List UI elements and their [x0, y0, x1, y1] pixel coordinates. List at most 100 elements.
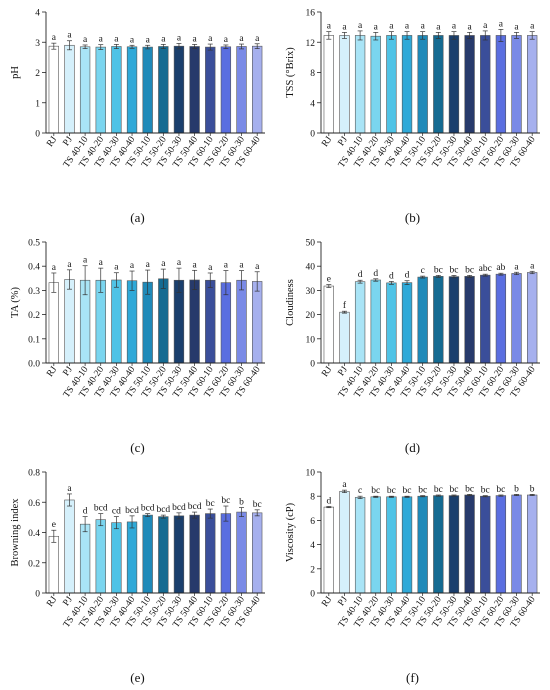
- bar: [236, 279, 247, 364]
- significance-letter: a: [239, 261, 244, 271]
- significance-letter: a: [530, 22, 535, 32]
- bar: [464, 35, 475, 134]
- significance-letter: a: [208, 263, 213, 273]
- significance-letter: a: [161, 34, 166, 44]
- y-tick-label: 30: [306, 287, 316, 297]
- bar: [158, 46, 169, 134]
- significance-letter: a: [177, 33, 182, 43]
- bar: [173, 45, 185, 134]
- bar: [158, 278, 169, 364]
- bar: [189, 46, 200, 134]
- significance-letter: a: [146, 35, 151, 45]
- significance-letter: a: [177, 258, 182, 268]
- significance-letter: a: [208, 34, 213, 44]
- bar: [111, 279, 122, 364]
- bar: [495, 495, 507, 594]
- significance-letter: d: [358, 270, 363, 280]
- y-tick-label: 0.4: [28, 529, 40, 539]
- y-tick-label: 16: [306, 9, 316, 19]
- panel-f: 0 2 4 6 8 10 Viscosity (cP) d RJ a PJ c TS 40-10 bc TS…: [275, 460, 550, 690]
- bar: [236, 511, 247, 594]
- bar: [126, 521, 138, 594]
- panel-label-a: (a): [130, 210, 145, 225]
- bar: [495, 273, 507, 364]
- bar: [401, 35, 413, 134]
- y-tick-label: 10: [306, 335, 316, 345]
- x-tick-label: RJ: [320, 595, 334, 609]
- significance-letter: b: [530, 484, 535, 494]
- bar: [511, 494, 522, 594]
- significance-letter: a: [239, 34, 244, 44]
- bar: [401, 496, 413, 594]
- bar: [220, 46, 232, 134]
- significance-letter: b: [514, 484, 519, 494]
- bar: [495, 35, 507, 134]
- y-axis-label: Cloudiness: [285, 279, 296, 326]
- panel-label-b: (b): [404, 210, 421, 225]
- bar: [323, 285, 334, 364]
- significance-letter: ab: [496, 263, 505, 273]
- significance-letter: cd: [112, 507, 121, 517]
- significance-letter: a: [467, 22, 472, 32]
- y-tick-label: 0: [310, 130, 315, 140]
- bar: [354, 497, 366, 594]
- bar: [205, 279, 216, 364]
- significance-letter: bc: [206, 499, 215, 509]
- x-tick-label: PJ: [337, 135, 351, 148]
- significance-letter: a: [192, 34, 197, 44]
- y-tick-label: 0.2: [28, 311, 40, 321]
- bar: [64, 499, 75, 594]
- bar: [79, 523, 91, 594]
- significance-letter: bcd: [188, 502, 202, 512]
- y-tick-label: 0.3: [28, 287, 40, 297]
- x-tick-label: PJ: [62, 135, 76, 148]
- significance-letter: d: [405, 271, 410, 281]
- bar: [354, 281, 366, 364]
- bar: [189, 279, 200, 364]
- x-tick-label: PJ: [337, 595, 351, 608]
- bar: [158, 516, 169, 594]
- y-tick-label: 0: [310, 360, 315, 370]
- bar: [448, 495, 460, 594]
- bar: [48, 282, 59, 364]
- bar: [79, 46, 91, 134]
- bar: [511, 273, 522, 364]
- bar: [448, 35, 460, 134]
- bar: [205, 513, 216, 594]
- y-tick-label: 2: [310, 565, 315, 575]
- y-tick-label: 12: [306, 39, 316, 49]
- significance-letter: bc: [253, 500, 262, 510]
- panel-d: 0 10 20 30 40 50 Cloudiness e RJ f PJ d TS 40-10 d TS …: [275, 230, 550, 460]
- y-tick-label: 0: [310, 590, 315, 600]
- significance-letter: a: [130, 35, 135, 45]
- significance-letter: a: [83, 256, 88, 266]
- bar: [339, 311, 350, 364]
- y-tick-label: 6: [310, 517, 315, 527]
- bar: [126, 280, 138, 364]
- x-tick-label: PJ: [62, 365, 76, 378]
- bar: [464, 494, 475, 594]
- significance-letter: a: [530, 261, 535, 271]
- bar: [480, 35, 491, 134]
- bar: [142, 514, 153, 594]
- significance-letter: bc: [449, 265, 458, 275]
- bar: [339, 491, 350, 594]
- significance-letter: bc: [434, 265, 443, 275]
- bar: [48, 45, 59, 134]
- bar: [386, 35, 397, 134]
- y-tick-label: 4: [310, 541, 315, 551]
- panel-a: 0 1 2 3 4 pH a RJ a PJ a TS 40-10 a TS 40-20 a TS 40-30…: [0, 0, 275, 230]
- x-tick-label: RJ: [45, 595, 59, 609]
- bar: [480, 495, 491, 594]
- significance-letter: a: [99, 35, 104, 45]
- y-axis-label: Viscosity (cP): [285, 502, 296, 562]
- significance-letter: a: [342, 22, 347, 32]
- bar: [433, 35, 444, 134]
- significance-letter: a: [224, 35, 229, 45]
- significance-letter: a: [255, 34, 260, 44]
- y-tick-label: 0.2: [28, 559, 40, 569]
